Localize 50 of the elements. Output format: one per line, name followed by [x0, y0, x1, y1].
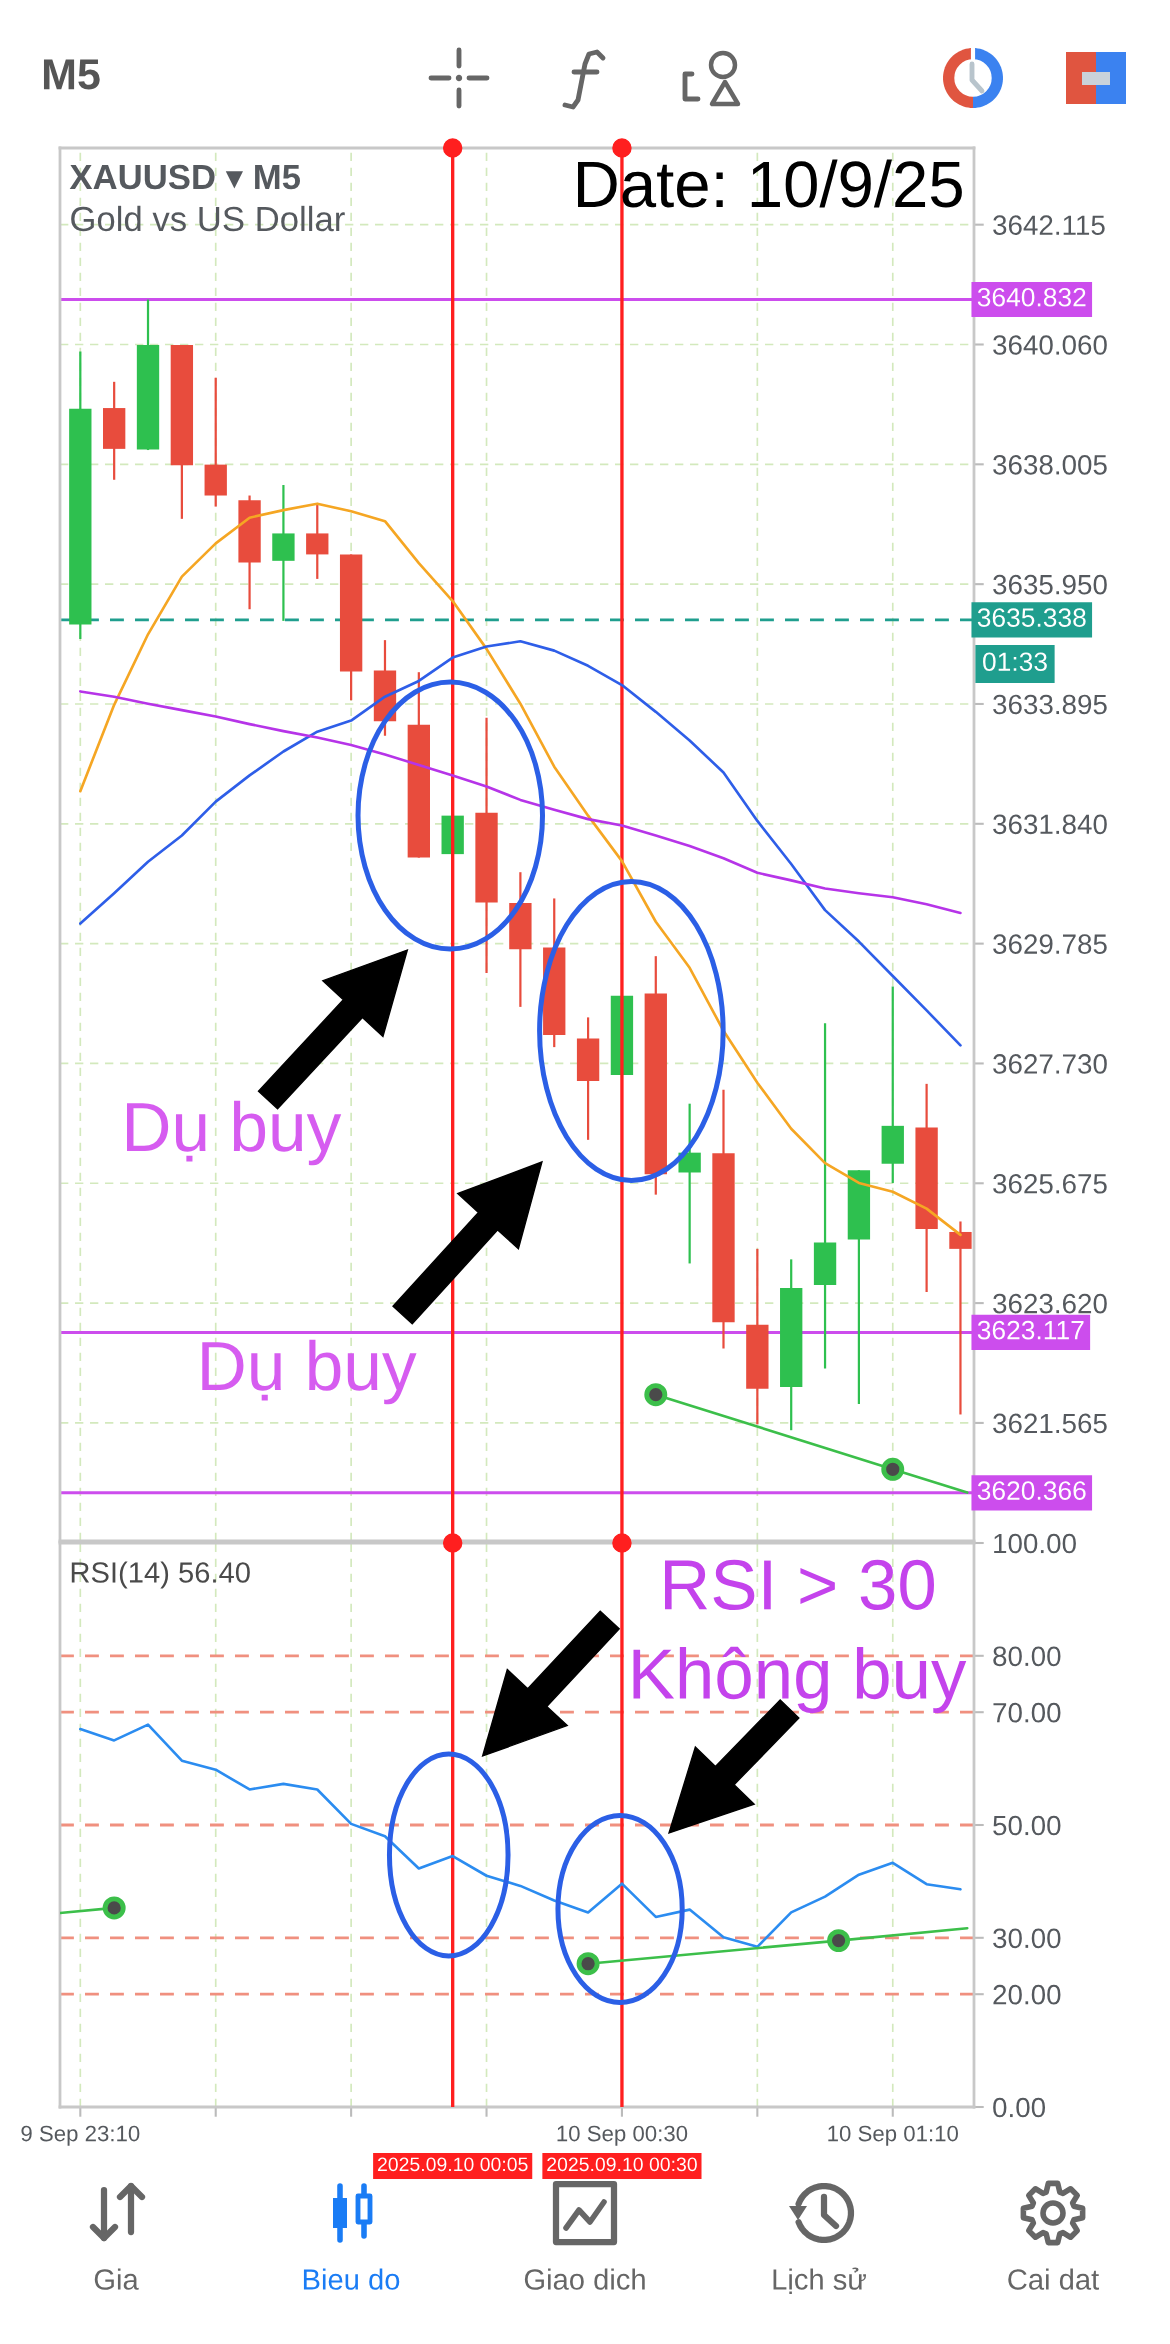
ref-line-label: 2025.09.10 00:30: [547, 2157, 697, 2172]
ref-line-label: 2025.09.10 00:05: [377, 2157, 528, 2172]
y-tick-label: 3640.060: [993, 335, 1107, 355]
chart-title: XAUUSD ▾ M5: [69, 164, 301, 190]
candlestick: [306, 503, 329, 581]
annotation: Dụ buy: [127, 1100, 342, 1166]
y-tick-label: 20.00: [993, 1984, 1061, 2005]
ref-line-label: 3635.338: [977, 608, 1086, 627]
y-tick-label: 50.00: [993, 1815, 1061, 1836]
y-tick-label: 3635.950: [993, 574, 1107, 595]
text: RSI(14) 56.40: [71, 1561, 250, 1589]
point: [827, 1929, 851, 1953]
annotation: RSI > 30: [664, 1559, 934, 1611]
text: Giao dich: [524, 2268, 645, 2290]
text: Gold vs US Dollar: [71, 205, 345, 232]
ref-line-label: 3623.117: [977, 1320, 1084, 1340]
y-tick-label: 0.00: [993, 2097, 1046, 2118]
y-tick-label: 3629.785: [993, 934, 1107, 954]
text: Cai dat: [1008, 2268, 1099, 2290]
text: 01:33: [983, 652, 1047, 672]
ref-line-label: 3620.366: [977, 1481, 1086, 1500]
line-series: [78, 690, 962, 915]
line-series: [78, 1723, 962, 1949]
ref-line-label: 3640.832: [977, 287, 1086, 307]
y-tick-label: 3621.565: [993, 1413, 1107, 1434]
y-tick-label: 100.00: [994, 1533, 1076, 1554]
y-tick-label: 3623.620: [993, 1293, 1107, 1314]
y-tick-label: 3642.115: [993, 215, 1105, 236]
text: Gia: [94, 2268, 139, 2290]
y-tick-label: 3625.675: [993, 1173, 1107, 1194]
candlestick: [949, 1220, 972, 1416]
point: [576, 1952, 600, 1976]
x-tick-label: 9 Sep 23:10: [21, 2125, 140, 2146]
text: M5: [43, 59, 100, 90]
y-tick-label: 3638.005: [993, 454, 1107, 475]
y-tick-label: 3627.730: [993, 1054, 1107, 1074]
text: Bieu do: [303, 2268, 400, 2290]
y-tick-label: 30.00: [993, 1928, 1061, 1949]
point: [102, 1896, 126, 1920]
annotation: Không buy: [633, 1646, 967, 1714]
annotation: Dụ buy: [202, 1339, 417, 1405]
y-tick-label: 3633.895: [993, 694, 1107, 715]
y-tick-label: 70.00: [993, 1702, 1061, 1723]
line-series: [78, 639, 962, 1047]
x-tick-label: 10 Sep 00:30: [557, 2125, 688, 2146]
text: Lịch sử: [773, 2267, 866, 2294]
y-tick-label: 3631.840: [993, 814, 1107, 835]
candlestick: [813, 1022, 837, 1370]
y-tick-label: 80.00: [993, 1646, 1061, 1667]
x-tick-label: 10 Sep 01:10: [828, 2125, 958, 2146]
